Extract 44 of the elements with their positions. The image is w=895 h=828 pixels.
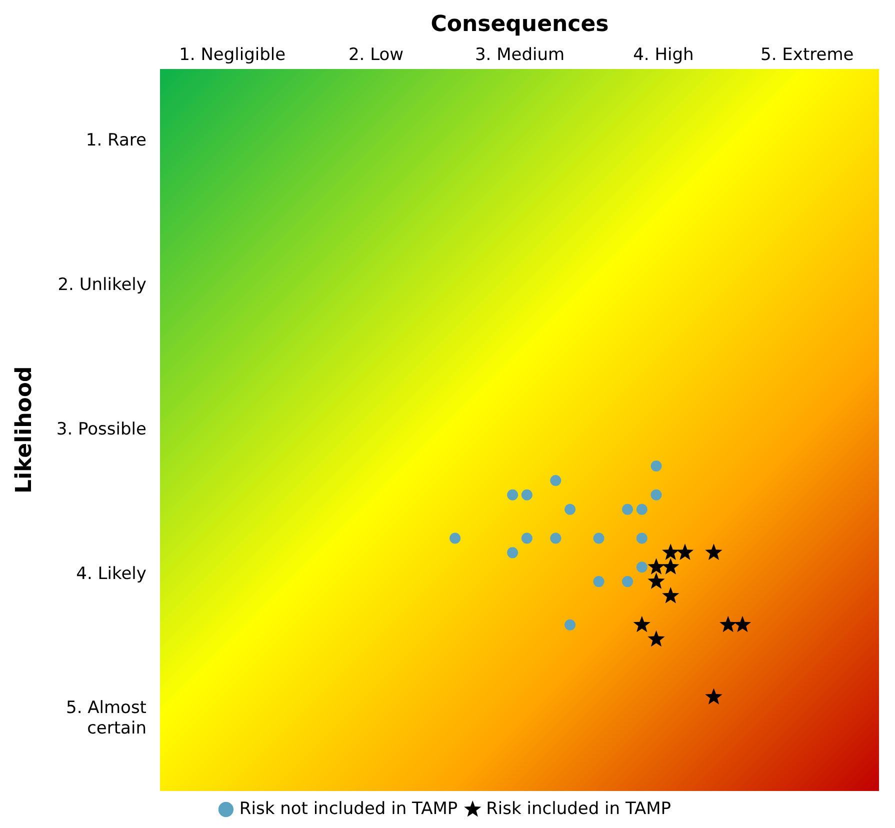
point — [521, 489, 532, 500]
point — [636, 504, 648, 515]
point — [633, 616, 650, 632]
point — [648, 558, 665, 574]
point — [550, 474, 562, 486]
point — [622, 576, 634, 588]
x-tick-label: 1. Negligible — [179, 45, 286, 66]
legend-label: Risk included in TAMP — [486, 798, 672, 819]
point — [507, 489, 518, 500]
point — [564, 504, 576, 515]
point — [662, 558, 680, 574]
point — [662, 544, 680, 560]
point — [521, 532, 532, 544]
point — [636, 562, 648, 573]
point — [720, 616, 737, 632]
point — [648, 572, 665, 589]
point — [705, 544, 722, 560]
point — [450, 532, 461, 544]
point — [676, 544, 694, 560]
x-tick-label: 3. Medium — [474, 45, 565, 66]
legend-label: Risk not included in TAMP — [239, 798, 458, 819]
point — [564, 619, 576, 630]
y-tick-label: 4. Likely — [76, 564, 146, 584]
point — [662, 587, 680, 604]
point — [650, 489, 662, 500]
x-axis-title: Consequences — [430, 12, 609, 37]
point — [705, 688, 722, 704]
y-tick-label: 2. Unlikely — [58, 274, 146, 295]
point — [550, 532, 562, 544]
y-axis-title: Likelihood — [12, 366, 37, 494]
x-tick-label: 2. Low — [348, 45, 404, 66]
y-tick-label: 3. Possible — [56, 419, 146, 440]
point — [650, 460, 662, 472]
y-tick-label: 1. Rare — [86, 130, 146, 150]
x-tick-label: 4. High — [633, 45, 694, 66]
x-tick-label: 5. Extreme — [760, 45, 854, 66]
y-tick-label: 5. Almost certain — [66, 698, 147, 738]
point — [622, 504, 634, 515]
point — [593, 576, 604, 588]
point — [593, 532, 604, 544]
point — [507, 547, 518, 558]
point — [636, 532, 648, 544]
point — [734, 616, 752, 632]
point — [648, 630, 665, 647]
